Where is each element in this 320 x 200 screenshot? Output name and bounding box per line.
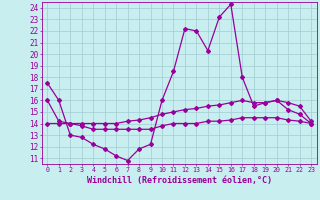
- X-axis label: Windchill (Refroidissement éolien,°C): Windchill (Refroidissement éolien,°C): [87, 176, 272, 185]
